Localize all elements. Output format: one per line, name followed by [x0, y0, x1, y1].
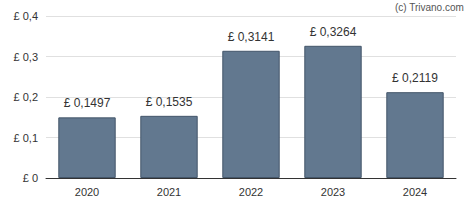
svg-text:2020: 2020: [75, 186, 99, 198]
svg-text:£ 0,2119: £ 0,2119: [392, 71, 438, 85]
svg-text:£ 0,4: £ 0,4: [14, 10, 38, 22]
svg-text:£ 0,3: £ 0,3: [14, 51, 38, 63]
svg-text:£ 0,3141: £ 0,3141: [228, 30, 275, 44]
svg-text:(c) Trivano.com: (c) Trivano.com: [395, 2, 464, 13]
svg-text:£ 0,1535: £ 0,1535: [146, 95, 193, 109]
svg-text:2021: 2021: [157, 186, 181, 198]
svg-text:2024: 2024: [403, 186, 427, 198]
svg-text:2023: 2023: [321, 186, 345, 198]
svg-text:£ 0,1497: £ 0,1497: [64, 96, 111, 110]
svg-text:£ 0,1: £ 0,1: [14, 132, 38, 144]
svg-text:2022: 2022: [239, 186, 263, 198]
svg-text:£ 0: £ 0: [23, 172, 38, 184]
svg-text:£ 0,3264: £ 0,3264: [310, 25, 357, 39]
svg-text:£ 0,2: £ 0,2: [14, 91, 38, 103]
